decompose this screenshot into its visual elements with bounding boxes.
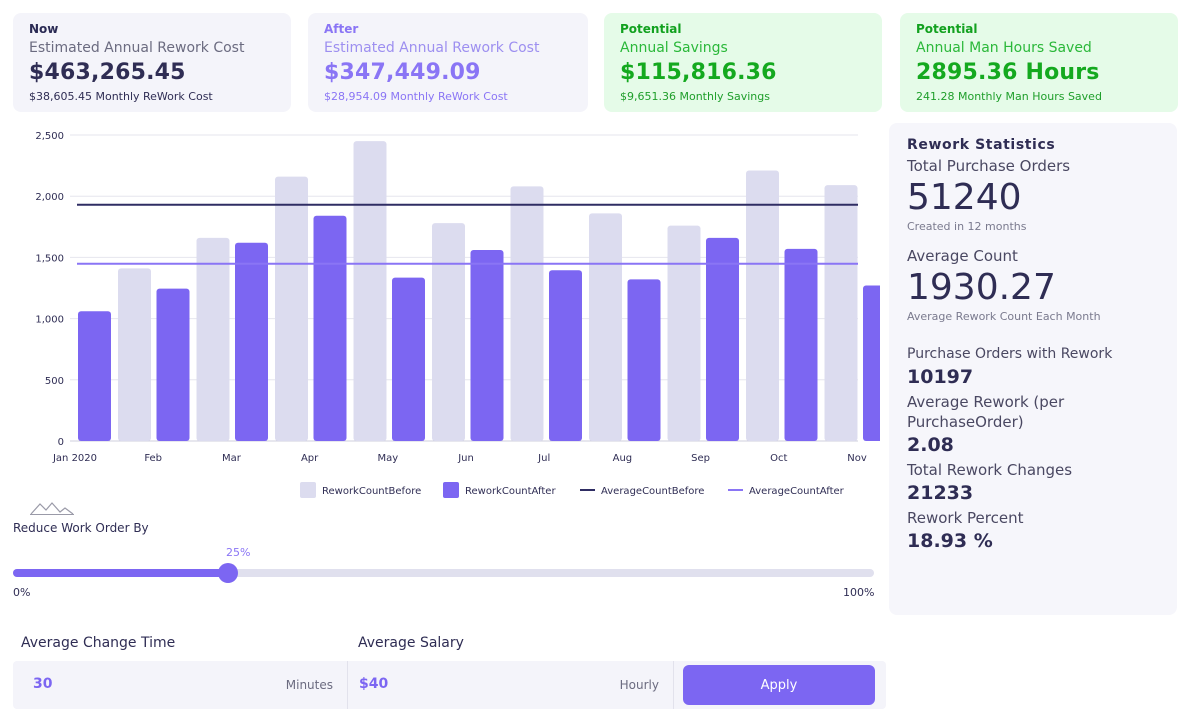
- rework-chart: 0 500 1,000 1,500 2,000 2,500 Jan 2020 Feb Mar A…: [35, 131, 880, 498]
- total-rework-changes-value: 21233: [907, 482, 974, 504]
- bar-after: [706, 237, 739, 441]
- total-po-note: Created in 12 months: [907, 220, 1027, 233]
- card-hours-note: 241.28 Monthly Man Hours Saved: [916, 90, 1102, 103]
- bar-after: [549, 270, 582, 441]
- bar-before: [432, 223, 465, 441]
- x-tick-label: Jun: [457, 453, 474, 464]
- card-savings-label: Annual Savings: [620, 40, 728, 56]
- card-now-note: $38,605.45 Monthly ReWork Cost: [29, 90, 213, 103]
- card-after-note: $28,954.09 Monthly ReWork Cost: [324, 90, 508, 103]
- average-rework-label: Average Rework (per PurchaseOrder): [907, 393, 1065, 431]
- average-rework-value: 2.08: [907, 434, 954, 456]
- rework-percent-label: Rework Percent: [907, 509, 1024, 527]
- slider-min-label: 0%: [13, 586, 31, 599]
- slider-thumb[interactable]: [218, 563, 239, 583]
- bar-before: [275, 176, 308, 441]
- mountain-icon: [30, 502, 74, 515]
- card-after-value: $347,449.09: [324, 60, 481, 85]
- reduce-work-order-label: Reduce Work Order By: [13, 521, 149, 535]
- x-tick-label: Mar: [222, 453, 242, 464]
- bar-after: [313, 215, 347, 441]
- bar-after: [156, 288, 190, 441]
- card-hours: Potential Annual Man Hours Saved 2895.36…: [900, 13, 1178, 112]
- bar-before: [746, 170, 779, 441]
- average-salary-field[interactable]: $40 Hourly: [349, 661, 674, 709]
- x-tick-label: Jan 2020: [52, 453, 97, 464]
- apply-button[interactable]: Apply: [683, 665, 875, 705]
- hourly-unit: Hourly: [619, 678, 659, 692]
- x-tick-label: Apr: [301, 453, 319, 464]
- bar-after: [784, 248, 818, 441]
- card-after: After Estimated Annual Rework Cost $347,…: [308, 13, 588, 112]
- card-savings: Potential Annual Savings $115,816.36 $9,…: [604, 13, 882, 112]
- x-tick-label: Oct: [770, 453, 787, 464]
- card-now-value: $463,265.45: [29, 60, 186, 85]
- card-now: Now Estimated Annual Rework Cost $463,26…: [13, 13, 291, 112]
- card-now-label: Estimated Annual Rework Cost: [29, 40, 245, 56]
- legend-swatch: [443, 482, 459, 498]
- average-salary-label: Average Salary: [358, 635, 464, 651]
- average-change-time-field[interactable]: 30 Minutes: [13, 661, 348, 709]
- card-savings-note: $9,651.36 Monthly Savings: [620, 90, 770, 103]
- bar-after: [392, 277, 425, 441]
- y-tick-label: 2,000: [35, 192, 64, 203]
- card-hours-value: 2895.36 Hours: [916, 60, 1100, 85]
- y-tick-label: 0: [58, 437, 64, 448]
- bar-before: [667, 225, 701, 441]
- x-tick-label: May: [377, 453, 398, 464]
- y-tick-label: 1,000: [35, 315, 64, 326]
- rework-statistics-panel: Rework Statistics Total Purchase Orders …: [889, 123, 1177, 615]
- x-tick-label: Nov: [847, 453, 867, 464]
- x-tick-label: Sep: [691, 453, 710, 464]
- average-count-label: Average Count: [907, 247, 1018, 265]
- legend-swatch: [300, 482, 316, 498]
- y-tick-label: 500: [45, 376, 64, 387]
- po-rework-label: Purchase Orders with Rework: [907, 346, 1113, 362]
- bar-after: [470, 250, 504, 441]
- slider-value-label: 25%: [226, 546, 251, 559]
- minutes-unit: Minutes: [285, 678, 333, 692]
- average-salary-value[interactable]: $40: [359, 676, 389, 692]
- average-change-time-value[interactable]: 30: [33, 676, 53, 692]
- card-hours-label: Annual Man Hours Saved: [916, 40, 1092, 56]
- average-count-value: 1930.27: [907, 267, 1056, 308]
- slider-fill: [13, 569, 229, 577]
- bar-after: [78, 311, 111, 441]
- card-savings-value: $115,816.36: [620, 60, 777, 85]
- slider-max-label: 100%: [843, 586, 875, 599]
- card-after-label: Estimated Annual Rework Cost: [324, 40, 540, 56]
- bar-before: [510, 186, 544, 441]
- slider-track[interactable]: [13, 569, 874, 577]
- x-tick-label: Feb: [144, 453, 162, 464]
- total-rework-changes-label: Total Rework Changes: [907, 461, 1073, 479]
- bar-after: [235, 242, 268, 441]
- bar-before: [118, 268, 151, 441]
- po-rework-value: 10197: [907, 366, 974, 388]
- total-po-label: Total Purchase Orders: [907, 157, 1071, 175]
- x-tick-label: Aug: [613, 453, 633, 464]
- bar-after: [863, 285, 880, 441]
- card-now-tag: Now: [29, 22, 59, 36]
- card-after-tag: After: [324, 22, 359, 36]
- bar-before: [196, 237, 230, 441]
- rework-percent-value: 18.93 %: [907, 530, 993, 552]
- bar-before: [353, 141, 387, 441]
- legend-label: ReworkCountAfter: [465, 486, 556, 497]
- bar-before: [589, 213, 622, 441]
- legend-label: AverageCountAfter: [749, 486, 845, 497]
- stats-title: Rework Statistics: [907, 137, 1056, 153]
- average-count-note: Average Rework Count Each Month: [907, 310, 1101, 323]
- card-hours-tag: Potential: [916, 22, 978, 36]
- card-savings-tag: Potential: [620, 22, 682, 36]
- bar-before: [824, 185, 858, 441]
- total-po-value: 51240: [907, 177, 1022, 218]
- average-change-time-label: Average Change Time: [21, 635, 176, 651]
- legend-label: AverageCountBefore: [601, 486, 704, 497]
- legend-label: ReworkCountBefore: [322, 486, 421, 497]
- y-tick-label: 2,500: [35, 131, 64, 142]
- x-tick-label: Jul: [537, 453, 550, 464]
- bar-after: [627, 279, 661, 441]
- y-tick-label: 1,500: [35, 253, 64, 264]
